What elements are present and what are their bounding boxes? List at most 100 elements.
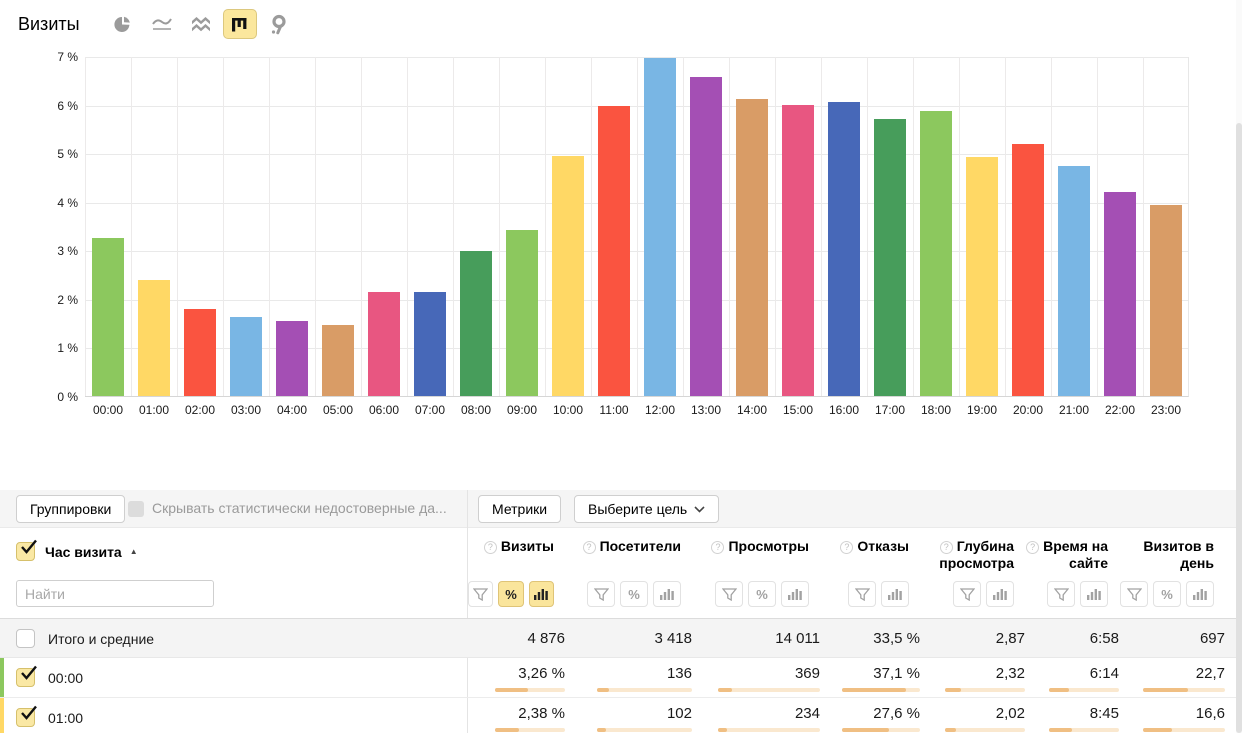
bars-filter-icon[interactable] — [653, 581, 681, 607]
scrollbar-track[interactable] — [1236, 0, 1242, 733]
bars-filter-icon[interactable] — [781, 581, 809, 607]
chart-bar-05-00[interactable] — [322, 325, 354, 396]
y-axis-tick: 5 % — [57, 147, 78, 162]
hour-of-visit-checkbox[interactable] — [16, 539, 37, 561]
map-icon[interactable] — [262, 9, 296, 39]
chart-bar-21-00[interactable] — [1058, 166, 1090, 396]
search-input[interactable] — [16, 580, 214, 607]
column-header-time-on-site[interactable]: ? Время на сайте — [1025, 538, 1119, 572]
dimension-label[interactable]: Час визита — [45, 543, 122, 560]
chart-bar-01-00[interactable] — [138, 280, 170, 396]
metric-mini-bar-fill — [945, 688, 961, 692]
bars-filter-icon[interactable] — [986, 581, 1014, 607]
row-checkbox[interactable] — [16, 705, 37, 727]
column-header-bounce[interactable]: ? Отказы — [820, 538, 920, 572]
chart-bar-07-00[interactable] — [414, 292, 446, 396]
chevron-down-icon — [694, 505, 705, 513]
funnel-filter-icon[interactable] — [1047, 581, 1075, 607]
area-chart-icon[interactable] — [184, 9, 218, 39]
funnel-filter-icon[interactable] — [953, 581, 981, 607]
x-axis-tick: 22:00 — [1104, 403, 1136, 417]
y-axis-tick: 7 % — [57, 50, 78, 64]
chart-bar-10-00[interactable] — [552, 156, 584, 396]
sort-asc-icon[interactable]: ▲ — [129, 547, 138, 556]
percent-filter-icon[interactable]: % — [498, 581, 524, 607]
metric-value-views: 234 — [692, 698, 820, 733]
percent-filter-icon[interactable]: % — [748, 581, 776, 607]
chart-bar-04-00[interactable] — [276, 321, 308, 396]
row-metric-values: 3,26 % 136 369 37,1 % 2,32 6:14 22,7 — [468, 658, 1236, 697]
bars-filter-icon[interactable] — [1080, 581, 1108, 607]
metric-value-text: 369 — [794, 665, 820, 682]
chart-bar-14-00[interactable] — [736, 99, 768, 396]
help-icon[interactable]: ? — [483, 541, 497, 554]
funnel-filter-icon[interactable] — [715, 581, 743, 607]
column-header-views[interactable]: ? Просмотры — [692, 538, 820, 572]
chart-bar-00-00[interactable] — [92, 238, 124, 396]
gridline — [407, 57, 408, 396]
line-chart-icon[interactable] — [145, 9, 179, 39]
help-icon[interactable]: ? — [840, 541, 854, 554]
x-axis-tick: 12:00 — [644, 403, 676, 417]
chart-bar-23-00[interactable] — [1150, 205, 1182, 396]
bar-chart-icon[interactable] — [222, 9, 257, 39]
gridline — [1097, 57, 1098, 396]
filter-cell-visits-per-day: % — [1119, 581, 1225, 607]
chart-bar-20-00[interactable] — [1012, 144, 1044, 396]
chart-bar-13-00[interactable] — [690, 77, 722, 396]
table-row-totals[interactable]: Итого и средние 4 876 3 418 14 011 33,5 % 2,8… — [0, 618, 1242, 658]
chart-bar-02-00[interactable] — [184, 309, 216, 396]
column-header-depth[interactable]: ? Глубина просмотра — [939, 538, 1014, 571]
percent-filter-icon[interactable]: % — [1153, 581, 1181, 607]
chart-bar-12-00[interactable] — [644, 58, 676, 396]
row-color-stripe — [0, 698, 4, 733]
funnel-filter-icon[interactable] — [848, 581, 876, 607]
metric-value-text: 27,6 % — [873, 705, 920, 722]
percent-filter-icon[interactable]: % — [620, 581, 648, 607]
select-goal-button[interactable]: Выберите цель — [574, 495, 720, 523]
column-header-visits[interactable]: ? Визиты — [468, 538, 565, 572]
column-header-visitors[interactable]: ? Посетители — [565, 538, 692, 572]
scrollbar-thumb[interactable] — [1236, 123, 1242, 733]
groupings-button[interactable]: Группировки — [16, 495, 126, 523]
chart-bar-15-00[interactable] — [782, 105, 814, 396]
metric-headers: ? Визиты? Посетители? Просмотры? Отказы ? Глуб… — [468, 538, 1236, 572]
bars-filter-icon[interactable] — [528, 581, 554, 607]
bars-filter-icon[interactable] — [1186, 581, 1214, 607]
metric-value-text: 136 — [666, 665, 692, 682]
x-axis-tick: 07:00 — [414, 403, 446, 417]
pie-chart-icon[interactable] — [106, 9, 140, 39]
chart-bar-19-00[interactable] — [966, 157, 998, 396]
funnel-filter-icon[interactable] — [468, 581, 494, 607]
chart-bar-03-00[interactable] — [230, 317, 262, 396]
row-checkbox[interactable] — [16, 629, 35, 648]
x-axis-tick: 08:00 — [460, 403, 492, 417]
row-checkbox[interactable] — [16, 665, 37, 687]
hide-unreliable-checkbox[interactable] — [128, 501, 144, 517]
help-icon[interactable]: ? — [1026, 541, 1040, 554]
chart-bar-17-00[interactable] — [874, 119, 906, 396]
chart-bar-11-00[interactable] — [598, 106, 630, 396]
metric-value-text: 16,6 — [1195, 705, 1225, 722]
table-row[interactable]: 00:00 3,26 % 136 369 37,1 % 2,32 6:14 22,7 — [0, 658, 1242, 698]
metric-mini-bar — [718, 728, 820, 732]
funnel-filter-icon[interactable] — [1120, 581, 1148, 607]
funnel-filter-icon[interactable] — [587, 581, 615, 607]
chart-bar-16-00[interactable] — [828, 102, 860, 396]
bars-filter-icon[interactable] — [881, 581, 909, 607]
help-icon[interactable]: ? — [711, 541, 725, 554]
chart-bar-08-00[interactable] — [460, 251, 492, 396]
help-icon[interactable]: ? — [582, 541, 596, 554]
help-icon[interactable]: ? — [939, 541, 953, 554]
x-axis-tick: 10:00 — [552, 403, 584, 417]
table-row[interactable]: 01:00 2,38 % 102 234 27,6 % 2,02 8:45 16,6 — [0, 698, 1242, 733]
chart-bar-06-00[interactable] — [368, 292, 400, 396]
column-header-visits-per-day[interactable]: Визитов в день — [1143, 538, 1214, 571]
x-axis-tick: 01:00 — [138, 403, 170, 417]
chart-bar-22-00[interactable] — [1104, 192, 1136, 396]
metrics-button[interactable]: Метрики — [478, 495, 562, 523]
chart-bar-18-00[interactable] — [920, 111, 952, 396]
chart-bar-09-00[interactable] — [506, 230, 538, 396]
metric-mini-bar-fill — [1049, 728, 1072, 732]
metric-mini-bar — [597, 728, 692, 732]
